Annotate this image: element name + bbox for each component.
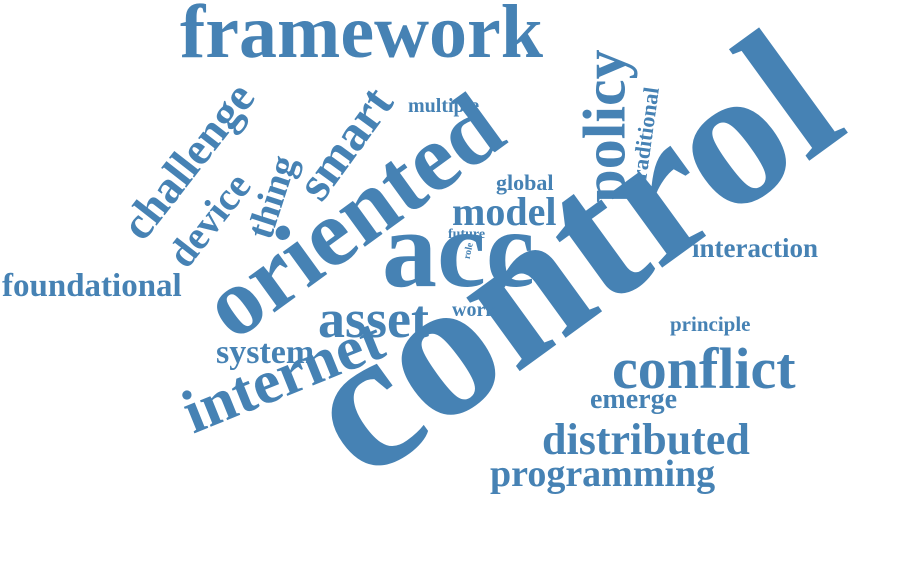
word-programming: programming [490,453,716,495]
word-future: future [448,227,486,242]
word-interaction: interaction [692,233,818,263]
word-global: global [496,170,554,195]
word-multiple: multiple [408,95,480,117]
word-emerge: emerge [590,384,678,415]
word-model: model [452,189,557,234]
word-principle: principle [670,312,751,336]
word-conflict: conflict [612,336,796,401]
word-system: system [216,334,315,371]
word-distributed: distributed [542,415,750,464]
word-foundational: foundational [2,268,182,304]
word-acc: acc [382,188,535,310]
word-work: work [452,299,497,321]
word-asset: asset [318,289,429,349]
word-framework: framework [180,0,543,74]
